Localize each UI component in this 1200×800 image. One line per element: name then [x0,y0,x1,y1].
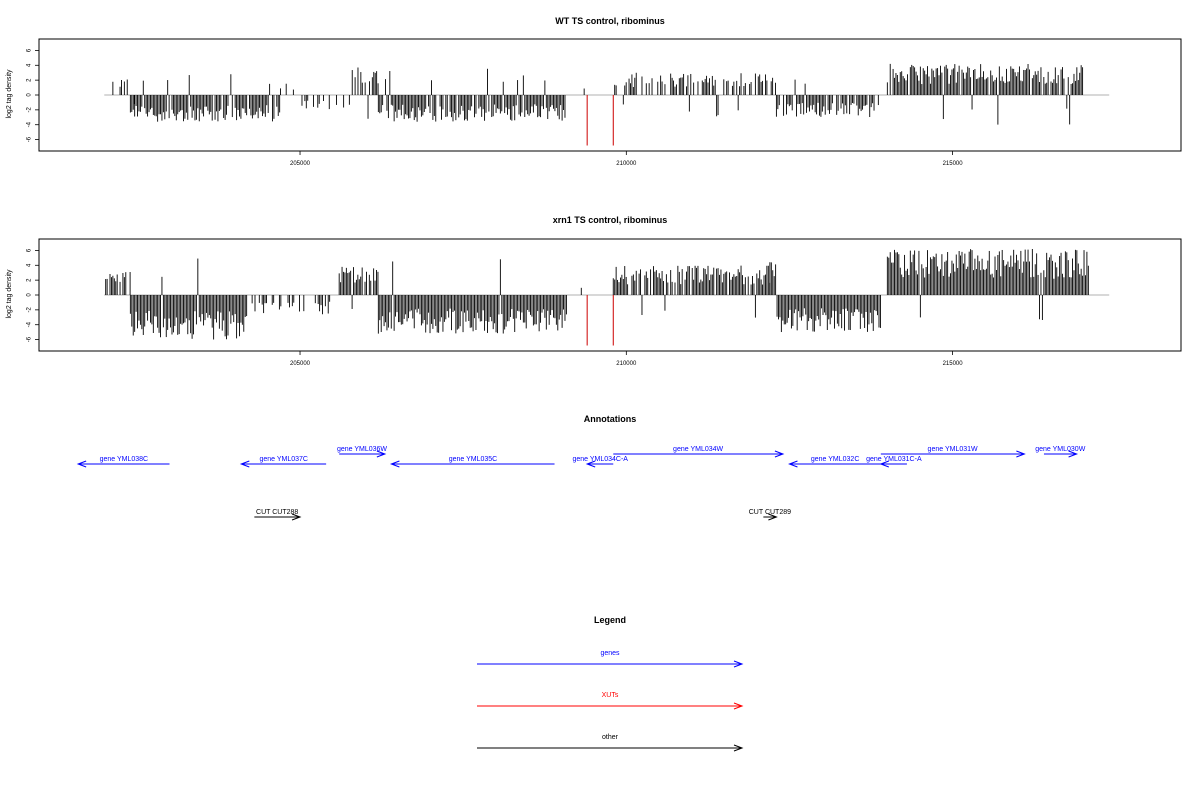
annotations-track: Annotations gene YML038C gene YML037Cgene… [76,414,1086,521]
x-tick-label: 210000 [616,361,637,367]
y-tick-label: -4 [27,121,33,127]
cut-label: CUT CUT288 [256,509,298,516]
y-tick-label: 4 [27,63,33,67]
gene-arrow-head [1016,450,1026,458]
gene-label: gene YML032C [811,456,860,463]
y-ticks-wt: -6 -4 -2 0 2 4 6 [27,48,39,142]
y-axis-label-wt: log2 tag density [6,69,13,119]
y-tick-label: 6 [27,248,33,252]
x-tick-label: 205000 [290,361,311,367]
x-tick-label: 215000 [943,161,964,167]
x-tick-label: 205000 [290,161,311,167]
gene-label: gene YML037C [259,456,308,463]
y-tick-label: 2 [27,78,33,82]
gene-label: gene YML031W [928,446,978,453]
legend-arrow-head [733,702,744,710]
y-tick-label: 4 [27,263,33,267]
y-ticks-xrn1: -6 -4 -2 0 2 4 6 [27,248,39,342]
y-axis-label-xrn1: log2 tag density [6,269,13,319]
x-ticks-wt: 205000 210000 215000 [290,151,963,167]
x-tick-label: 210000 [616,161,637,167]
legend-arrow-head [733,660,744,668]
gene-arrow-head [376,450,387,458]
y-tick-label: 2 [27,278,33,282]
gene-arrow-head [774,450,785,458]
gene-arrow-head [879,460,889,468]
cut-label: CUT CUT289 [749,509,791,516]
panel-xrn1: xrn1 TS control, ribominus log2 tag dens… [6,215,1182,367]
y-tick-label: 0 [27,293,33,297]
gene-label: gene YML031C-A [866,456,922,463]
bars-xrn1 [104,249,1110,346]
y-tick-label: -6 [27,336,33,342]
legend-arrow-head [733,744,744,752]
bars-wt [104,63,1110,146]
legend: Legend genes XUTs other [477,615,744,752]
cut-arrow-head [291,513,302,521]
gene-label: gene YML034C-A [572,456,628,463]
gene-arrow-head [389,460,400,468]
gene-arrow-head [239,460,250,468]
panel-title-wt: WT TS control, ribominus [555,16,665,26]
cut-arrow-head [768,513,778,521]
gene-label: gene YML035C [449,456,498,463]
y-tick-label: -4 [27,321,33,327]
y-tick-label: -2 [27,307,33,313]
legend-title: Legend [594,615,626,625]
x-ticks-xrn1: 205000 210000 215000 [290,351,963,367]
gene-label: gene YML036W [337,446,387,453]
x-tick-label: 215000 [943,361,964,367]
legend-label: genes [600,650,620,657]
panel-title-xrn1: xrn1 TS control, ribominus [553,215,668,225]
gene-label: gene YML030W [1035,446,1085,453]
gene-label: gene YML034W [673,446,723,453]
gene-arrow-head [76,460,87,468]
gene-arrow-head [788,460,798,468]
annotations-title: Annotations [584,414,637,424]
y-tick-label: -2 [27,107,33,113]
legend-label: other [602,734,619,741]
annotation-items: gene YML038C gene YML037C gene YML036W gene… [76,446,1086,521]
gene-arrow-head [585,460,596,468]
legend-items: genes XUTs other [477,650,744,752]
gene-arrow-head [1068,450,1079,458]
panel-wt: WT TS control, ribominus log2 tag densit… [6,16,1182,167]
y-tick-label: -6 [27,136,33,142]
y-tick-label: 0 [27,93,33,97]
gene-label: gene YML038C [100,456,149,463]
legend-label: XUTs [602,692,619,699]
y-tick-label: 6 [27,48,33,52]
